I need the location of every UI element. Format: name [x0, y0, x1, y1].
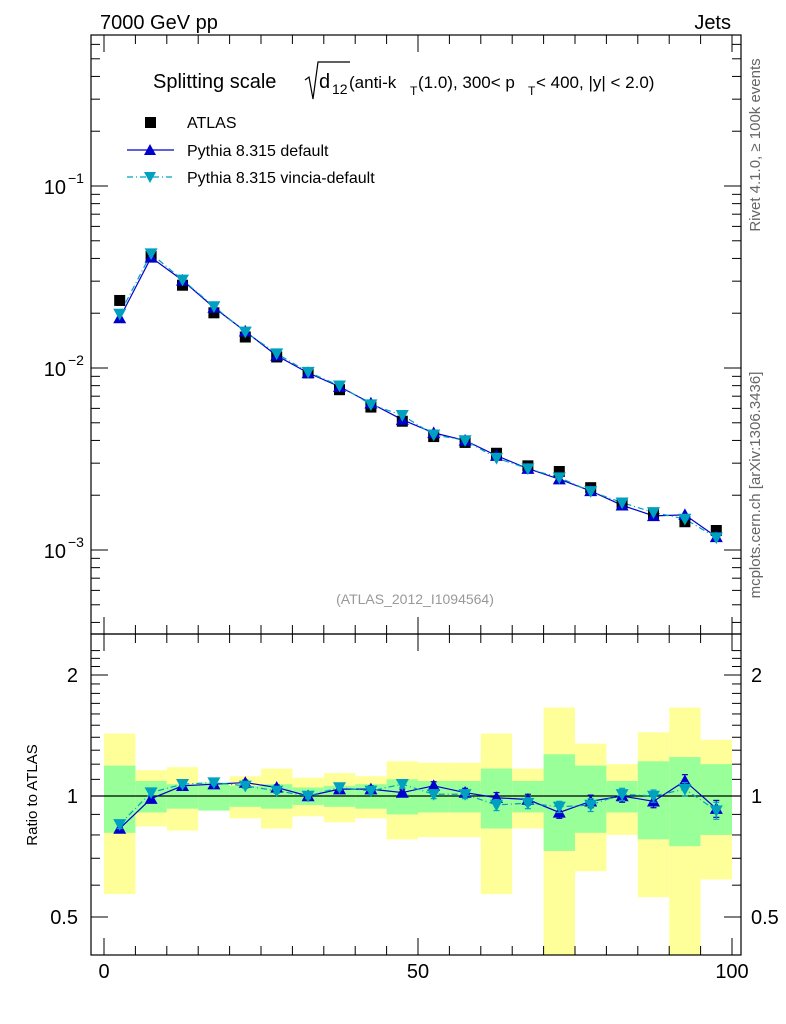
legend: ATLAS Pythia 8.315 default Pythia 8.315 … [127, 115, 375, 187]
vincia-data-point [647, 507, 660, 519]
y-tick-label: 10 [44, 177, 66, 199]
vincia-data-point [144, 248, 158, 261]
legend-marker-atlas [145, 117, 156, 128]
vincia-data-point [270, 348, 284, 361]
vincia-ratio-point [270, 785, 284, 798]
vincia-data-point [521, 463, 535, 476]
legend-marker-default [144, 144, 156, 155]
vincia-data-point [301, 366, 315, 379]
ratio-y-tick-label-right: 0.5 [751, 907, 779, 929]
vincia-ratio-point [458, 789, 472, 801]
title-pre: (anti-k [349, 73, 397, 92]
vincia-ratio-point [709, 805, 723, 818]
main-series-markers [113, 248, 723, 545]
analysis-watermark: (ATLAS_2012_I1094564) [336, 591, 494, 607]
y-tick-exponent: −2 [68, 352, 84, 368]
title-mid: (1.0), 300< p [418, 73, 515, 92]
ratio-series [113, 774, 723, 834]
vincia-ratio-point [364, 785, 378, 798]
vincia-data-point [176, 274, 189, 287]
main-axes: 10−110−210−3 [44, 34, 742, 635]
vincia-ratio-point [238, 780, 252, 793]
ratio-y-axis-label: Ratio to ATLAS [24, 744, 41, 845]
vincia-ratio-point [395, 778, 409, 791]
mcplots-label: mcplots.cern.ch [arXiv:1306.3436] [747, 372, 764, 599]
x-tick-label: 50 [407, 961, 429, 983]
series-line-default [119, 256, 717, 538]
category-label: Jets [694, 12, 731, 34]
title-main: Splitting scale [153, 71, 276, 93]
vincia-ratio-point [207, 777, 221, 790]
vincia-ratio-point [113, 819, 127, 831]
ratio-bands [91, 707, 741, 955]
vincia-data-point [238, 326, 252, 339]
x-tick-label: 0 [98, 961, 109, 983]
vincia-data-point [552, 472, 566, 485]
vincia-data-point [427, 429, 441, 442]
vincia-data-point [113, 308, 127, 321]
vincia-ratio-point [521, 797, 535, 810]
title-sub1: T [410, 84, 418, 98]
legend-label-default: Pythia 8.315 default [187, 143, 329, 160]
vincia-data-point [364, 399, 378, 412]
title-end: < 400, |y| < 2.0) [536, 73, 654, 92]
vincia-data-point [615, 497, 629, 510]
sqrt-symbol [304, 61, 350, 100]
title-sub2: T [528, 84, 536, 98]
ratio-frame [90, 633, 742, 956]
ratio-y-tick-label-right: 1 [751, 786, 762, 808]
vincia-data-point [207, 301, 221, 313]
y-tick-label: 10 [44, 359, 66, 381]
vincia-ratio-point [176, 778, 189, 791]
vincia-ratio-point [647, 790, 660, 803]
legend-label-vincia: Pythia 8.315 vincia-default [187, 170, 375, 187]
vincia-ratio-point [552, 801, 566, 814]
title-sqrt-symbol: d [319, 71, 330, 93]
vincia-data-point [490, 452, 503, 465]
vincia-data-point [584, 486, 598, 498]
y-tick-label: 10 [44, 541, 66, 563]
default-ratio-point [395, 786, 409, 798]
legend-marker-vincia [144, 172, 156, 183]
vincia-ratio-line [119, 781, 717, 825]
vincia-ratio-point [615, 789, 629, 801]
y-tick-exponent: −1 [68, 170, 84, 186]
stat-uncertainty-band [669, 757, 701, 847]
rivet-version-label: Rivet 4.1.0, ≥ 100k events [747, 58, 764, 231]
vincia-data-point [333, 380, 346, 393]
vincia-ratio-point [678, 783, 692, 796]
ratio-axes: 0 50 100 0.5 0.5 1 1 2 2 [50, 633, 779, 983]
title-sqrt-subscript: 12 [332, 81, 348, 97]
plot-title: Splitting scale d 12 (anti-k T (1.0), 30… [153, 61, 654, 100]
vincia-ratio-point [490, 799, 503, 812]
default-ratio-point [427, 779, 441, 792]
vincia-ratio-point [584, 799, 598, 812]
atlas-data-point [553, 465, 565, 477]
vincia-data-point [678, 513, 692, 526]
energy-label: 7000 GeV pp [100, 12, 218, 34]
vincia-data-point [709, 532, 723, 545]
default-ratio-point [678, 774, 692, 787]
x-tick-label: 100 [715, 961, 748, 983]
ratio-y-tick-label-left: 2 [67, 665, 78, 687]
vincia-data-point [395, 410, 409, 422]
legend-label-atlas: ATLAS [187, 115, 237, 132]
vincia-ratio-point [144, 787, 158, 800]
atlas-data-point [114, 294, 126, 306]
main-series-lines [119, 252, 717, 539]
y-tick-exponent: −3 [68, 534, 84, 550]
vincia-ratio-point [427, 789, 441, 801]
ratio-y-tick-label-left: 0.5 [50, 907, 78, 929]
vincia-ratio-point [333, 782, 346, 794]
vincia-data-point [458, 435, 472, 447]
vincia-ratio-point [301, 790, 315, 803]
series-line-vincia [119, 252, 717, 539]
ratio-y-tick-label-left: 1 [67, 786, 78, 808]
ratio-y-tick-label-right: 2 [751, 665, 762, 687]
